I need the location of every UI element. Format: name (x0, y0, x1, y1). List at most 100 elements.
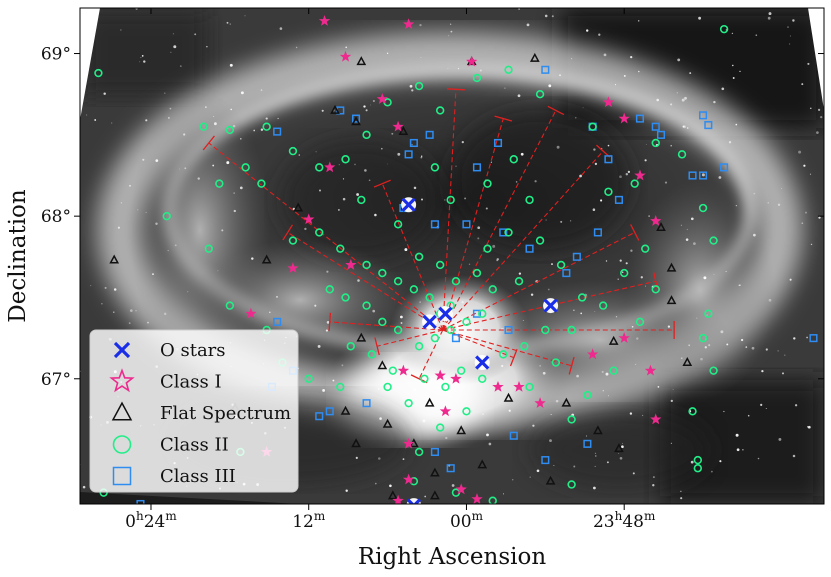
background-star (496, 258, 500, 261)
background-star (631, 325, 634, 328)
point-star (245, 307, 257, 319)
y-tick-label: 68° (41, 207, 71, 227)
legend-item: Class II (112, 435, 229, 456)
background-star (670, 144, 672, 147)
point-square (809, 334, 818, 343)
background-star (696, 317, 698, 319)
background-star (644, 285, 646, 287)
point-circle (204, 244, 214, 253)
background-star (368, 179, 371, 182)
background-star (363, 105, 366, 108)
background-star (792, 454, 796, 458)
background-star (444, 199, 446, 201)
background-star (740, 338, 744, 342)
background-star (279, 27, 283, 30)
fov-line (287, 231, 444, 331)
point-square (351, 114, 361, 123)
background-star (517, 94, 521, 98)
point-circle (388, 366, 398, 375)
x-axis-ticks: 0h24m 12m 00m 23h48m (125, 8, 656, 532)
point-star (402, 18, 415, 30)
background-star (703, 276, 707, 280)
background-star (810, 243, 813, 246)
point-triangle (545, 475, 556, 485)
point-circle (336, 244, 345, 253)
background-star (400, 322, 403, 324)
background-star (798, 150, 802, 154)
point-circle (435, 106, 445, 115)
background-star (435, 327, 438, 329)
background-star (206, 46, 208, 48)
background-star (618, 453, 620, 454)
background-star (711, 470, 713, 473)
background-star (720, 330, 724, 334)
point-circle (362, 260, 371, 270)
legend-label: Class I (160, 372, 222, 393)
point-circle (693, 455, 703, 465)
point-circle (472, 268, 482, 278)
background-star (391, 132, 394, 135)
background-star (545, 219, 547, 221)
background-star (621, 271, 624, 273)
background-star (230, 108, 233, 111)
background-star (356, 193, 360, 196)
background-star (451, 484, 455, 487)
background-star (735, 123, 738, 126)
point-square (493, 138, 503, 148)
background-star (179, 65, 182, 67)
point-circle (430, 163, 440, 172)
x-tick-label: 00m (450, 509, 484, 532)
background-star (170, 51, 172, 53)
background-star (318, 189, 322, 192)
background-star (713, 274, 715, 276)
background-star (139, 61, 141, 63)
point-triangle (593, 425, 603, 435)
background-star (213, 115, 215, 118)
background-star (420, 156, 423, 159)
point-circle (709, 236, 718, 245)
point-star (287, 262, 299, 274)
point-circle (583, 390, 592, 400)
point-circle (609, 366, 618, 375)
point-star (618, 332, 630, 343)
fov-end-bar (596, 144, 611, 158)
point-circle (504, 228, 513, 237)
background-star (419, 301, 421, 303)
point-circle (472, 73, 482, 83)
point-circle (378, 268, 387, 278)
background-star (229, 63, 233, 67)
point-triangle (382, 418, 393, 428)
legend-marker-triangle (111, 401, 133, 421)
background-star (325, 329, 328, 332)
point-square (562, 269, 571, 278)
point-square (509, 431, 518, 440)
background-star (338, 164, 340, 166)
background-star (82, 485, 86, 489)
background-star (143, 60, 146, 63)
point-circle (446, 325, 455, 335)
background-star (718, 176, 722, 179)
background-star (145, 211, 147, 213)
background-star (355, 456, 358, 459)
point-circle (457, 366, 466, 375)
background-star (723, 410, 725, 413)
point-star (644, 364, 657, 376)
background-star (141, 55, 144, 57)
background-star (404, 248, 408, 252)
background-star (508, 409, 511, 412)
background-star (619, 456, 623, 460)
background-star (445, 436, 448, 440)
point-circle (393, 277, 403, 286)
background-star (630, 55, 633, 59)
background-star (260, 89, 263, 91)
point-circle (393, 220, 403, 229)
x-tick-label: 23h48m (593, 509, 656, 532)
fov-end-bar (373, 179, 391, 188)
point-circle (478, 309, 487, 318)
background-star (387, 163, 388, 165)
series-class-i (245, 15, 662, 504)
field-of-view-vectors (202, 88, 675, 384)
point-circle (509, 155, 518, 164)
background-star (644, 159, 647, 162)
point-circle (535, 89, 545, 99)
